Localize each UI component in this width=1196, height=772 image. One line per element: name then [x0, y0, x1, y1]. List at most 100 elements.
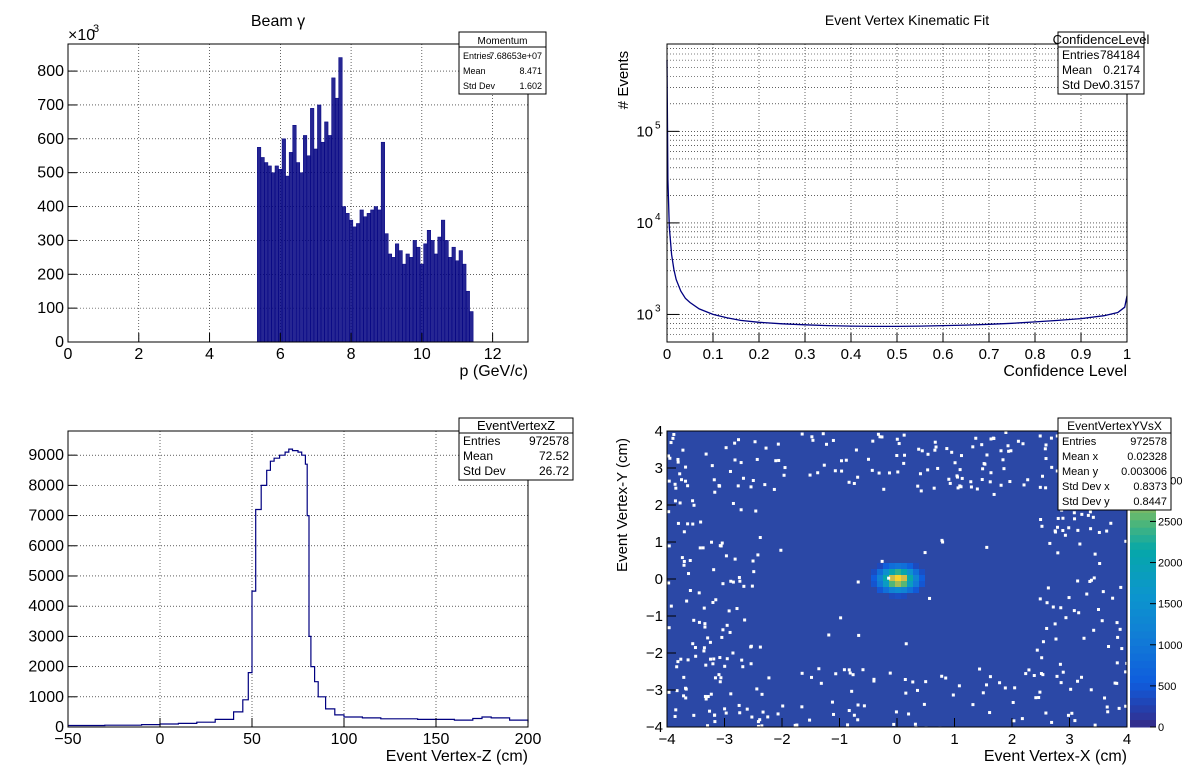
- heatmap-cell: [901, 587, 907, 593]
- heatmap-sparse-cell: [1026, 478, 1030, 482]
- heatmap-sparse-cell: [816, 471, 820, 475]
- heatmap-sparse-cell: [1119, 585, 1123, 589]
- histogram-bar: [402, 263, 407, 343]
- stats-row-label: Mean: [463, 449, 493, 463]
- heatmap-sparse-cell: [758, 718, 762, 722]
- heatmap-sparse-cell: [1069, 687, 1073, 691]
- heatmap-sparse-cell: [932, 486, 936, 490]
- x-tick-label: 4: [1123, 731, 1131, 748]
- heatmap-cell: [895, 569, 901, 575]
- heatmap-sparse-cell: [1050, 465, 1054, 469]
- x-tick-label: 0: [663, 346, 671, 363]
- heatmap-sparse-cell: [918, 472, 922, 476]
- heatmap-sparse-cell: [764, 446, 768, 450]
- heatmap-cell: [883, 587, 889, 593]
- color-scale-segment: [1130, 549, 1156, 558]
- stats-row-value: 72.52: [539, 449, 569, 463]
- histogram-bar: [444, 240, 449, 343]
- heatmap-sparse-cell: [673, 499, 677, 503]
- heatmap-sparse-cell: [958, 484, 962, 488]
- heatmap-sparse-cell: [840, 459, 844, 463]
- stats-row-label: Entries: [463, 434, 500, 448]
- stats-row-value: 972578: [529, 434, 569, 448]
- heatmap-sparse-cell: [1106, 710, 1110, 714]
- heatmap-sparse-cell: [728, 469, 732, 473]
- heatmap-sparse-cell: [686, 484, 690, 488]
- heatmap-sparse-cell: [783, 466, 787, 470]
- heatmap-sparse-cell: [667, 626, 671, 630]
- stats-row-label: Mean x: [1062, 451, 1099, 463]
- heatmap-sparse-cell: [916, 484, 920, 488]
- y-tick-label: 800: [37, 63, 64, 80]
- heatmap-cell: [877, 563, 883, 569]
- heatmap-sparse-cell: [1016, 439, 1020, 443]
- heatmap-sparse-cell: [848, 671, 852, 675]
- heatmap-sparse-cell: [1046, 586, 1050, 590]
- heatmap-sparse-cell: [847, 668, 851, 672]
- heatmap-sparse-cell: [1001, 458, 1005, 462]
- heatmap-sparse-cell: [1082, 636, 1086, 640]
- heatmap-sparse-cell: [750, 715, 754, 719]
- heatmap-sparse-cell: [969, 480, 973, 484]
- heatmap-sparse-cell: [857, 633, 861, 637]
- heatmap-sparse-cell: [719, 676, 723, 680]
- heatmap-sparse-cell: [822, 463, 826, 467]
- heatmap-sparse-cell: [1124, 670, 1128, 674]
- heatmap-sparse-cell: [1055, 469, 1059, 473]
- histogram-bar: [274, 165, 279, 343]
- heatmap-sparse-cell: [1113, 681, 1117, 685]
- color-scale-label: 1000: [1158, 640, 1182, 652]
- color-scale-segment: [1130, 519, 1156, 528]
- stats-row-value: 26.72: [539, 464, 569, 478]
- stats-row-value: 0.3157: [1103, 78, 1140, 92]
- color-scale-segment: [1130, 527, 1156, 536]
- heatmap-sparse-cell: [669, 441, 673, 445]
- heatmap-sparse-cell: [870, 468, 874, 472]
- heatmap-sparse-cell: [872, 679, 876, 683]
- heatmap-sparse-cell: [924, 726, 928, 730]
- color-scale-segment: [1130, 675, 1156, 684]
- x-tick-label: −50: [54, 731, 81, 748]
- heatmap-sparse-cell: [969, 485, 973, 489]
- heatmap-sparse-cell: [1038, 597, 1042, 601]
- heatmap-sparse-cell: [1109, 521, 1113, 525]
- heatmap-sparse-cell: [992, 436, 996, 440]
- heatmap-sparse-cell: [871, 439, 875, 443]
- x-axis-label: p (GeV/c): [460, 363, 528, 380]
- x-tick-label: 0.8: [1025, 346, 1046, 363]
- histogram-bar: [416, 246, 421, 343]
- heatmap-sparse-cell: [852, 713, 856, 717]
- heatmap-sparse-cell: [950, 450, 954, 454]
- heatmap-sparse-cell: [1012, 719, 1016, 723]
- x-tick-label: 0.7: [979, 346, 1000, 363]
- heatmap-sparse-cell: [1064, 616, 1068, 620]
- x-tick-label: 50: [243, 731, 261, 748]
- histogram-bar: [349, 219, 354, 343]
- heatmap-sparse-cell: [956, 486, 960, 490]
- heatmap-sparse-cell: [1003, 686, 1007, 690]
- heatmap-sparse-cell: [808, 718, 812, 722]
- x-tick-label: 10: [413, 346, 431, 363]
- color-scale-segment: [1130, 608, 1156, 617]
- heatmap-sparse-cell: [1070, 711, 1074, 715]
- heatmap-sparse-cell: [1088, 510, 1092, 514]
- histogram-bar: [271, 172, 276, 343]
- heatmap-sparse-cell: [687, 572, 691, 576]
- heatmap-sparse-cell: [856, 475, 860, 479]
- heatmap-sparse-cell: [933, 440, 937, 444]
- heatmap-sparse-cell: [724, 711, 728, 715]
- heatmap-sparse-cell: [711, 662, 715, 666]
- heatmap-cell: [871, 581, 877, 587]
- heatmap-sparse-cell: [1056, 551, 1060, 555]
- heatmap-sparse-cell: [1008, 480, 1012, 484]
- heatmap-sparse-cell: [733, 557, 737, 561]
- heatmap-cell: [877, 587, 883, 593]
- heatmap-sparse-cell: [1115, 661, 1119, 665]
- heatmap-cell: [889, 569, 895, 575]
- x-tick-label: 200: [515, 731, 542, 748]
- histogram-bar: [465, 290, 470, 343]
- heatmap-sparse-cell: [1044, 443, 1048, 447]
- color-scale-segment: [1130, 719, 1156, 728]
